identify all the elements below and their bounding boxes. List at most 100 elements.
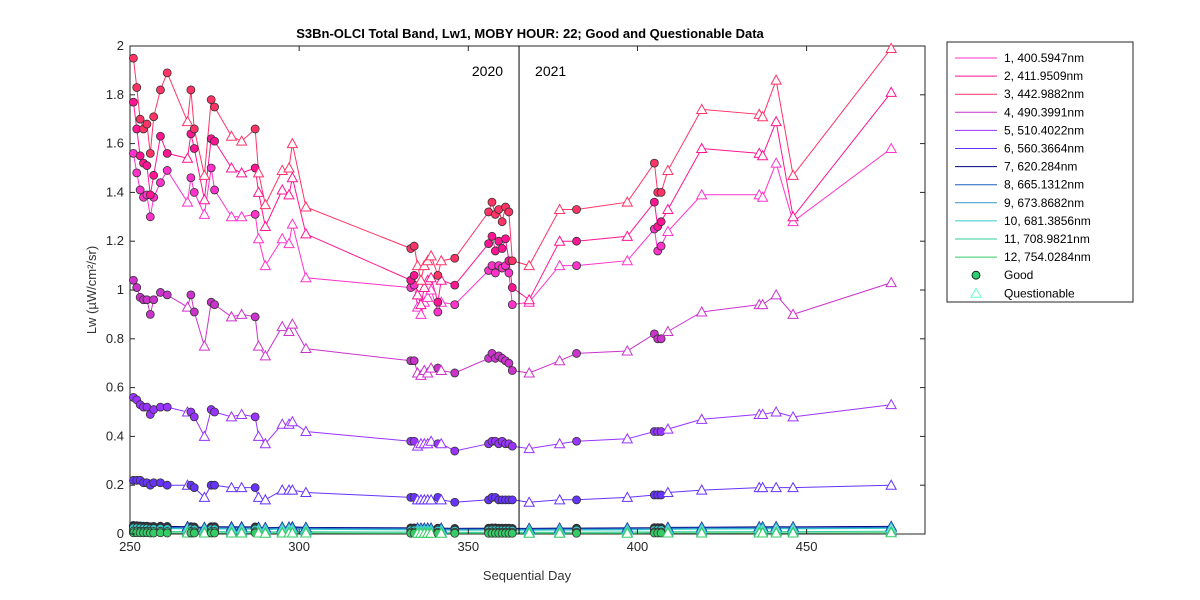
questionable-point (695, 305, 708, 317)
questionable-point (621, 344, 634, 356)
good-point (487, 197, 497, 207)
questionable-point (300, 526, 312, 538)
good-point (145, 309, 155, 319)
good-point (497, 217, 507, 227)
questionable-point (553, 235, 566, 246)
y-tick-label: 0.6 (106, 380, 124, 395)
good-point (450, 253, 460, 263)
good-point (189, 528, 199, 538)
questionable-point (770, 157, 782, 168)
questionable-point (695, 484, 708, 495)
good-point (433, 297, 443, 307)
y-axis-label: Lw (µW/cm²/sr) (84, 246, 99, 334)
questionable-point (198, 193, 211, 205)
questionable-point (225, 481, 238, 493)
questionable-point (523, 366, 536, 378)
good-point (507, 528, 517, 538)
good-point (186, 290, 196, 300)
questionable-point (756, 408, 769, 419)
questionable-point (259, 437, 272, 449)
x-tick-label: 350 (457, 539, 479, 554)
x-tick-label: 250 (119, 539, 141, 554)
questionable-point (276, 232, 289, 244)
questionable-point (435, 437, 448, 449)
legend-label: 12, 754.0284nm (1004, 250, 1091, 264)
questionable-point (621, 432, 634, 444)
questionable-point (523, 293, 536, 305)
questionable-point (418, 281, 431, 293)
questionable-point (300, 201, 312, 212)
questionable-point (415, 298, 427, 310)
questionable-point (276, 183, 289, 195)
good-point (156, 85, 165, 95)
questionable-point (523, 496, 536, 507)
questionable-point (198, 491, 211, 502)
questionable-point (770, 526, 782, 538)
questionable-point (553, 203, 566, 214)
questionable-point (283, 188, 295, 200)
questionable-point (770, 288, 782, 300)
questionable-point (553, 259, 566, 271)
good-point (409, 241, 419, 251)
good-point (206, 163, 216, 173)
legend-good-marker (971, 270, 981, 280)
y-tick-label: 1.8 (106, 87, 124, 102)
chart-title: S3Bn-OLCI Total Band, Lw1, MOBY HOUR: 22… (296, 26, 764, 41)
questionable-point (181, 115, 194, 127)
questionable-point (276, 320, 289, 332)
y-tick-label: 1 (117, 282, 124, 297)
good-point (409, 356, 419, 366)
good-point (433, 307, 443, 317)
questionable-point (662, 325, 674, 336)
series-markers (128, 42, 898, 538)
good-point (504, 207, 514, 217)
good-point (572, 528, 581, 538)
questionable-point (695, 188, 708, 200)
good-point (656, 187, 666, 197)
questionable-point (435, 493, 448, 505)
questionable-point (695, 142, 708, 153)
x-axis-label: Sequential Day (483, 568, 572, 583)
good-point (250, 209, 260, 219)
questionable-point (225, 130, 238, 141)
legend-label: 7, 620.284nm (1004, 160, 1077, 174)
series-markers-1 (128, 142, 898, 319)
questionable-point (198, 169, 211, 180)
questionable-point (252, 430, 265, 441)
good-point (186, 173, 196, 183)
good-point (572, 349, 581, 358)
questionable-point (621, 230, 634, 241)
questionable-point (198, 430, 211, 441)
good-point (504, 358, 514, 368)
good-point (145, 148, 155, 158)
questionable-point (662, 526, 674, 538)
good-point (507, 366, 517, 375)
legend-questionable-marker (970, 287, 982, 298)
good-point (162, 68, 172, 78)
good-point (649, 158, 659, 168)
good-point (149, 295, 159, 305)
x-axis: 250 300 350 400 450 (119, 46, 817, 554)
good-point (504, 268, 514, 278)
legend-label: 6, 560.3664nm (1004, 142, 1084, 156)
good-point (128, 53, 138, 63)
questionable-point (252, 491, 265, 502)
questionable-point (756, 149, 769, 161)
questionable-point (770, 405, 782, 417)
questionable-point (415, 308, 427, 319)
good-point (189, 124, 199, 134)
y-tick-label: 1.6 (106, 136, 124, 151)
questionable-point (662, 203, 674, 214)
legend-label: Good (1004, 268, 1033, 282)
series-markers-5 (128, 392, 898, 456)
good-point (250, 412, 260, 422)
questionable-point (181, 196, 194, 207)
good-point (490, 268, 500, 278)
good-point (450, 300, 460, 310)
good-point (507, 300, 517, 310)
legend-label: 2, 411.9509nm (1004, 69, 1083, 83)
questionable-point (770, 115, 782, 127)
legend: 1, 400.5947nm 2, 411.9509nm 3, 442.9882nm 4… (946, 41, 1134, 303)
good-point (572, 495, 581, 505)
good-point (189, 187, 199, 197)
